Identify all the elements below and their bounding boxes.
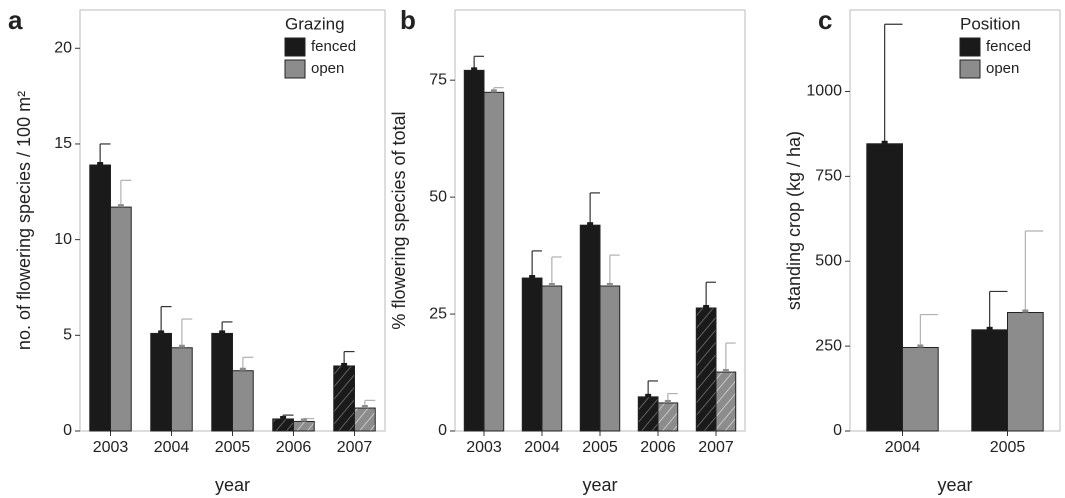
legend-label: open <box>986 60 1019 77</box>
bar-cap <box>239 367 246 371</box>
bar <box>902 346 939 432</box>
bar <box>657 402 679 432</box>
bar <box>579 224 601 432</box>
x-tick-label: 2005 <box>215 439 251 456</box>
bar-cap <box>548 282 555 286</box>
plot-frame <box>849 9 1061 432</box>
bar-cap <box>219 330 226 334</box>
y-tick-label: 0 <box>833 422 842 439</box>
y-tick-label: 75 <box>429 71 447 88</box>
bar-cap <box>1022 309 1029 313</box>
x-tick-label: 2006 <box>640 439 676 456</box>
legend-key <box>284 59 306 79</box>
bar-cap <box>986 326 993 330</box>
legend-label: fenced <box>311 38 356 55</box>
bar <box>354 407 376 432</box>
x-axis-label: year <box>937 475 972 495</box>
bar <box>866 143 903 432</box>
panel-label: b <box>400 5 416 35</box>
x-tick-label: 2004 <box>885 439 921 456</box>
bar-cap <box>471 67 478 71</box>
legend-key <box>959 59 981 79</box>
bar <box>89 164 112 432</box>
legend-title: Position <box>960 14 1020 33</box>
bar-cap <box>645 393 652 397</box>
bar-cap <box>341 362 348 366</box>
legend-label: fenced <box>986 38 1031 55</box>
bar-cap <box>917 344 924 348</box>
y-tick-label: 25 <box>429 305 447 322</box>
bar <box>232 370 254 432</box>
bar-cap <box>490 89 497 93</box>
legend-key <box>284 37 306 57</box>
y-axis-label: no. of flowering species / 100 m² <box>14 91 34 350</box>
bar-cap <box>97 162 104 166</box>
x-tick-label: 2003 <box>466 439 502 456</box>
x-tick-label: 2003 <box>93 439 129 456</box>
y-axis-label: standing crop (kg / ha) <box>784 131 804 310</box>
x-tick-label: 2005 <box>582 439 618 456</box>
bar <box>541 285 563 432</box>
bar <box>599 285 621 432</box>
bar <box>971 329 1008 432</box>
bar-cap <box>361 405 368 409</box>
bar <box>171 347 193 432</box>
bar <box>695 307 717 432</box>
bar <box>150 332 172 432</box>
bar-cap <box>587 222 594 226</box>
bar-cap <box>703 304 710 308</box>
x-tick-label: 2006 <box>276 439 312 456</box>
bar-cap <box>529 275 536 279</box>
legend-title: Grazing <box>285 14 345 33</box>
bar-cap <box>881 140 888 144</box>
y-tick-label: 10 <box>54 231 72 248</box>
bar-cap <box>722 369 729 373</box>
y-axis-label: % flowering species of total <box>389 111 409 329</box>
bar <box>333 365 356 432</box>
y-tick-label: 15 <box>54 135 72 152</box>
bar <box>637 396 659 432</box>
bar-cap <box>178 344 185 348</box>
legend-key <box>959 37 981 57</box>
bar-cap <box>280 415 287 419</box>
x-tick-label: 2007 <box>337 439 373 456</box>
panel-label: a <box>8 5 23 35</box>
bar-cap <box>664 399 671 403</box>
y-tick-label: 250 <box>815 337 842 354</box>
x-tick-label: 2004 <box>154 439 190 456</box>
y-tick-label: 1000 <box>806 83 842 100</box>
y-tick-label: 20 <box>54 39 72 56</box>
bar <box>521 277 543 432</box>
bar <box>211 332 233 432</box>
x-tick-label: 2004 <box>524 439 560 456</box>
bar-cap <box>606 282 613 286</box>
bar <box>110 206 132 432</box>
bar-cap <box>158 330 165 334</box>
bar-cap <box>117 204 124 208</box>
y-tick-label: 5 <box>63 327 72 344</box>
y-tick-label: 50 <box>429 188 447 205</box>
legend-label: open <box>311 60 344 77</box>
bar <box>1007 312 1044 432</box>
y-tick-label: 0 <box>438 422 447 439</box>
y-tick-label: 0 <box>63 422 72 439</box>
x-tick-label: 2005 <box>990 439 1026 456</box>
bar <box>293 420 315 432</box>
bar <box>463 69 485 432</box>
x-tick-label: 2007 <box>698 439 734 456</box>
bar <box>715 371 737 432</box>
y-tick-label: 750 <box>815 168 842 185</box>
panel-label: c <box>818 5 832 35</box>
bar <box>483 91 505 432</box>
x-axis-label: year <box>215 475 250 495</box>
bar-cap <box>300 418 307 422</box>
bar <box>272 418 295 432</box>
x-axis-label: year <box>582 475 617 495</box>
y-tick-label: 500 <box>815 252 842 269</box>
